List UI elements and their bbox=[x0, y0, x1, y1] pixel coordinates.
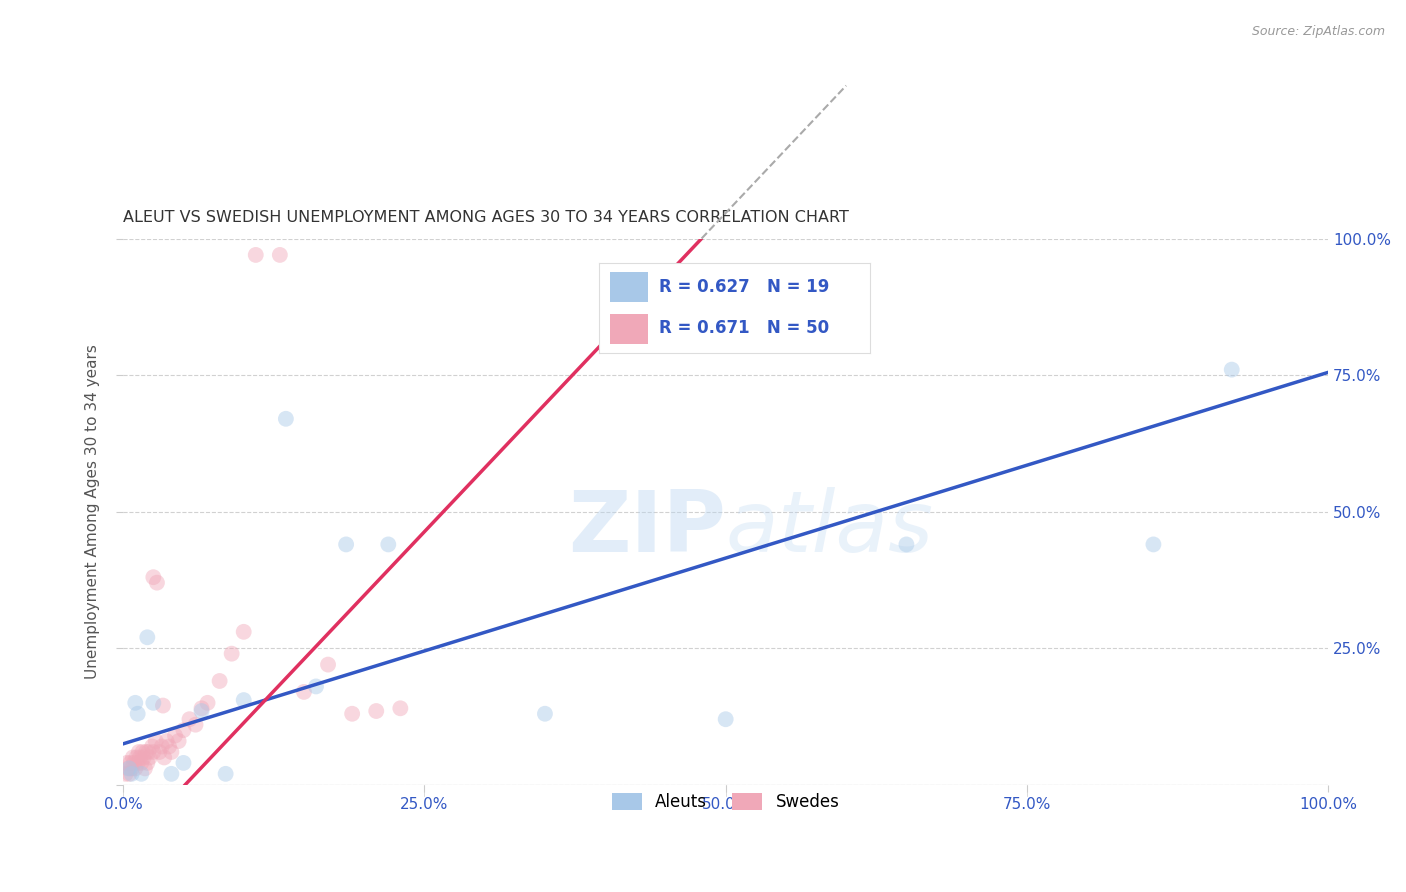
Point bbox=[1220, 362, 1243, 376]
Point bbox=[366, 704, 388, 718]
Point bbox=[129, 750, 152, 764]
Text: ALEUT VS SWEDISH UNEMPLOYMENT AMONG AGES 30 TO 34 YEARS CORRELATION CHART: ALEUT VS SWEDISH UNEMPLOYMENT AMONG AGES… bbox=[124, 210, 849, 225]
Point bbox=[136, 756, 159, 770]
Point bbox=[896, 537, 918, 551]
Point bbox=[148, 745, 170, 759]
Point bbox=[145, 734, 167, 748]
Point bbox=[245, 248, 267, 262]
Point bbox=[179, 712, 201, 726]
Point bbox=[377, 537, 399, 551]
Point bbox=[142, 745, 165, 759]
Point bbox=[124, 696, 146, 710]
Point bbox=[163, 729, 186, 743]
Point bbox=[160, 767, 183, 781]
Point bbox=[172, 723, 194, 738]
Point bbox=[316, 657, 339, 672]
Point bbox=[135, 745, 157, 759]
Point bbox=[292, 685, 315, 699]
Point bbox=[389, 701, 412, 715]
Point bbox=[214, 767, 236, 781]
Point bbox=[274, 411, 297, 425]
Point bbox=[221, 647, 243, 661]
Y-axis label: Unemployment Among Ages 30 to 34 years: Unemployment Among Ages 30 to 34 years bbox=[86, 344, 100, 679]
Point bbox=[534, 706, 557, 721]
Point bbox=[172, 756, 194, 770]
Point bbox=[335, 537, 357, 551]
Text: Source: ZipAtlas.com: Source: ZipAtlas.com bbox=[1251, 25, 1385, 38]
Point bbox=[146, 575, 169, 590]
Point bbox=[127, 706, 149, 721]
Point bbox=[124, 761, 146, 775]
Point bbox=[117, 761, 139, 775]
Point bbox=[134, 761, 156, 775]
Point bbox=[132, 750, 155, 764]
Point bbox=[157, 739, 180, 754]
Point bbox=[184, 717, 207, 731]
Point bbox=[152, 698, 174, 713]
Point bbox=[160, 745, 183, 759]
Point bbox=[114, 767, 136, 781]
Point bbox=[714, 712, 737, 726]
Point bbox=[167, 734, 190, 748]
Point bbox=[129, 767, 152, 781]
Legend: Aleuts, Swedes: Aleuts, Swedes bbox=[605, 786, 846, 817]
Point bbox=[190, 704, 212, 718]
Point bbox=[129, 756, 152, 770]
Point bbox=[150, 739, 173, 754]
Point bbox=[153, 750, 176, 764]
Point bbox=[120, 756, 142, 770]
Point bbox=[138, 750, 160, 764]
Point bbox=[340, 706, 363, 721]
Point bbox=[142, 570, 165, 584]
Point bbox=[138, 745, 160, 759]
Point bbox=[142, 696, 165, 710]
Point bbox=[1142, 537, 1164, 551]
Point bbox=[155, 734, 177, 748]
Point bbox=[118, 761, 141, 775]
Point bbox=[197, 696, 219, 710]
Point bbox=[269, 248, 291, 262]
Point bbox=[141, 739, 163, 754]
Point bbox=[127, 756, 149, 770]
Point bbox=[305, 680, 328, 694]
Text: ZIP: ZIP bbox=[568, 486, 725, 569]
Text: atlas: atlas bbox=[725, 486, 934, 569]
Point bbox=[118, 767, 141, 781]
Point bbox=[128, 745, 150, 759]
Point bbox=[115, 756, 138, 770]
Point bbox=[121, 750, 143, 764]
Point bbox=[125, 750, 148, 764]
Point bbox=[232, 624, 254, 639]
Point bbox=[208, 673, 231, 688]
Point bbox=[121, 761, 143, 775]
Point bbox=[131, 745, 153, 759]
Point bbox=[190, 701, 212, 715]
Point bbox=[232, 693, 254, 707]
Point bbox=[122, 756, 145, 770]
Point bbox=[121, 767, 143, 781]
Point bbox=[136, 630, 159, 644]
